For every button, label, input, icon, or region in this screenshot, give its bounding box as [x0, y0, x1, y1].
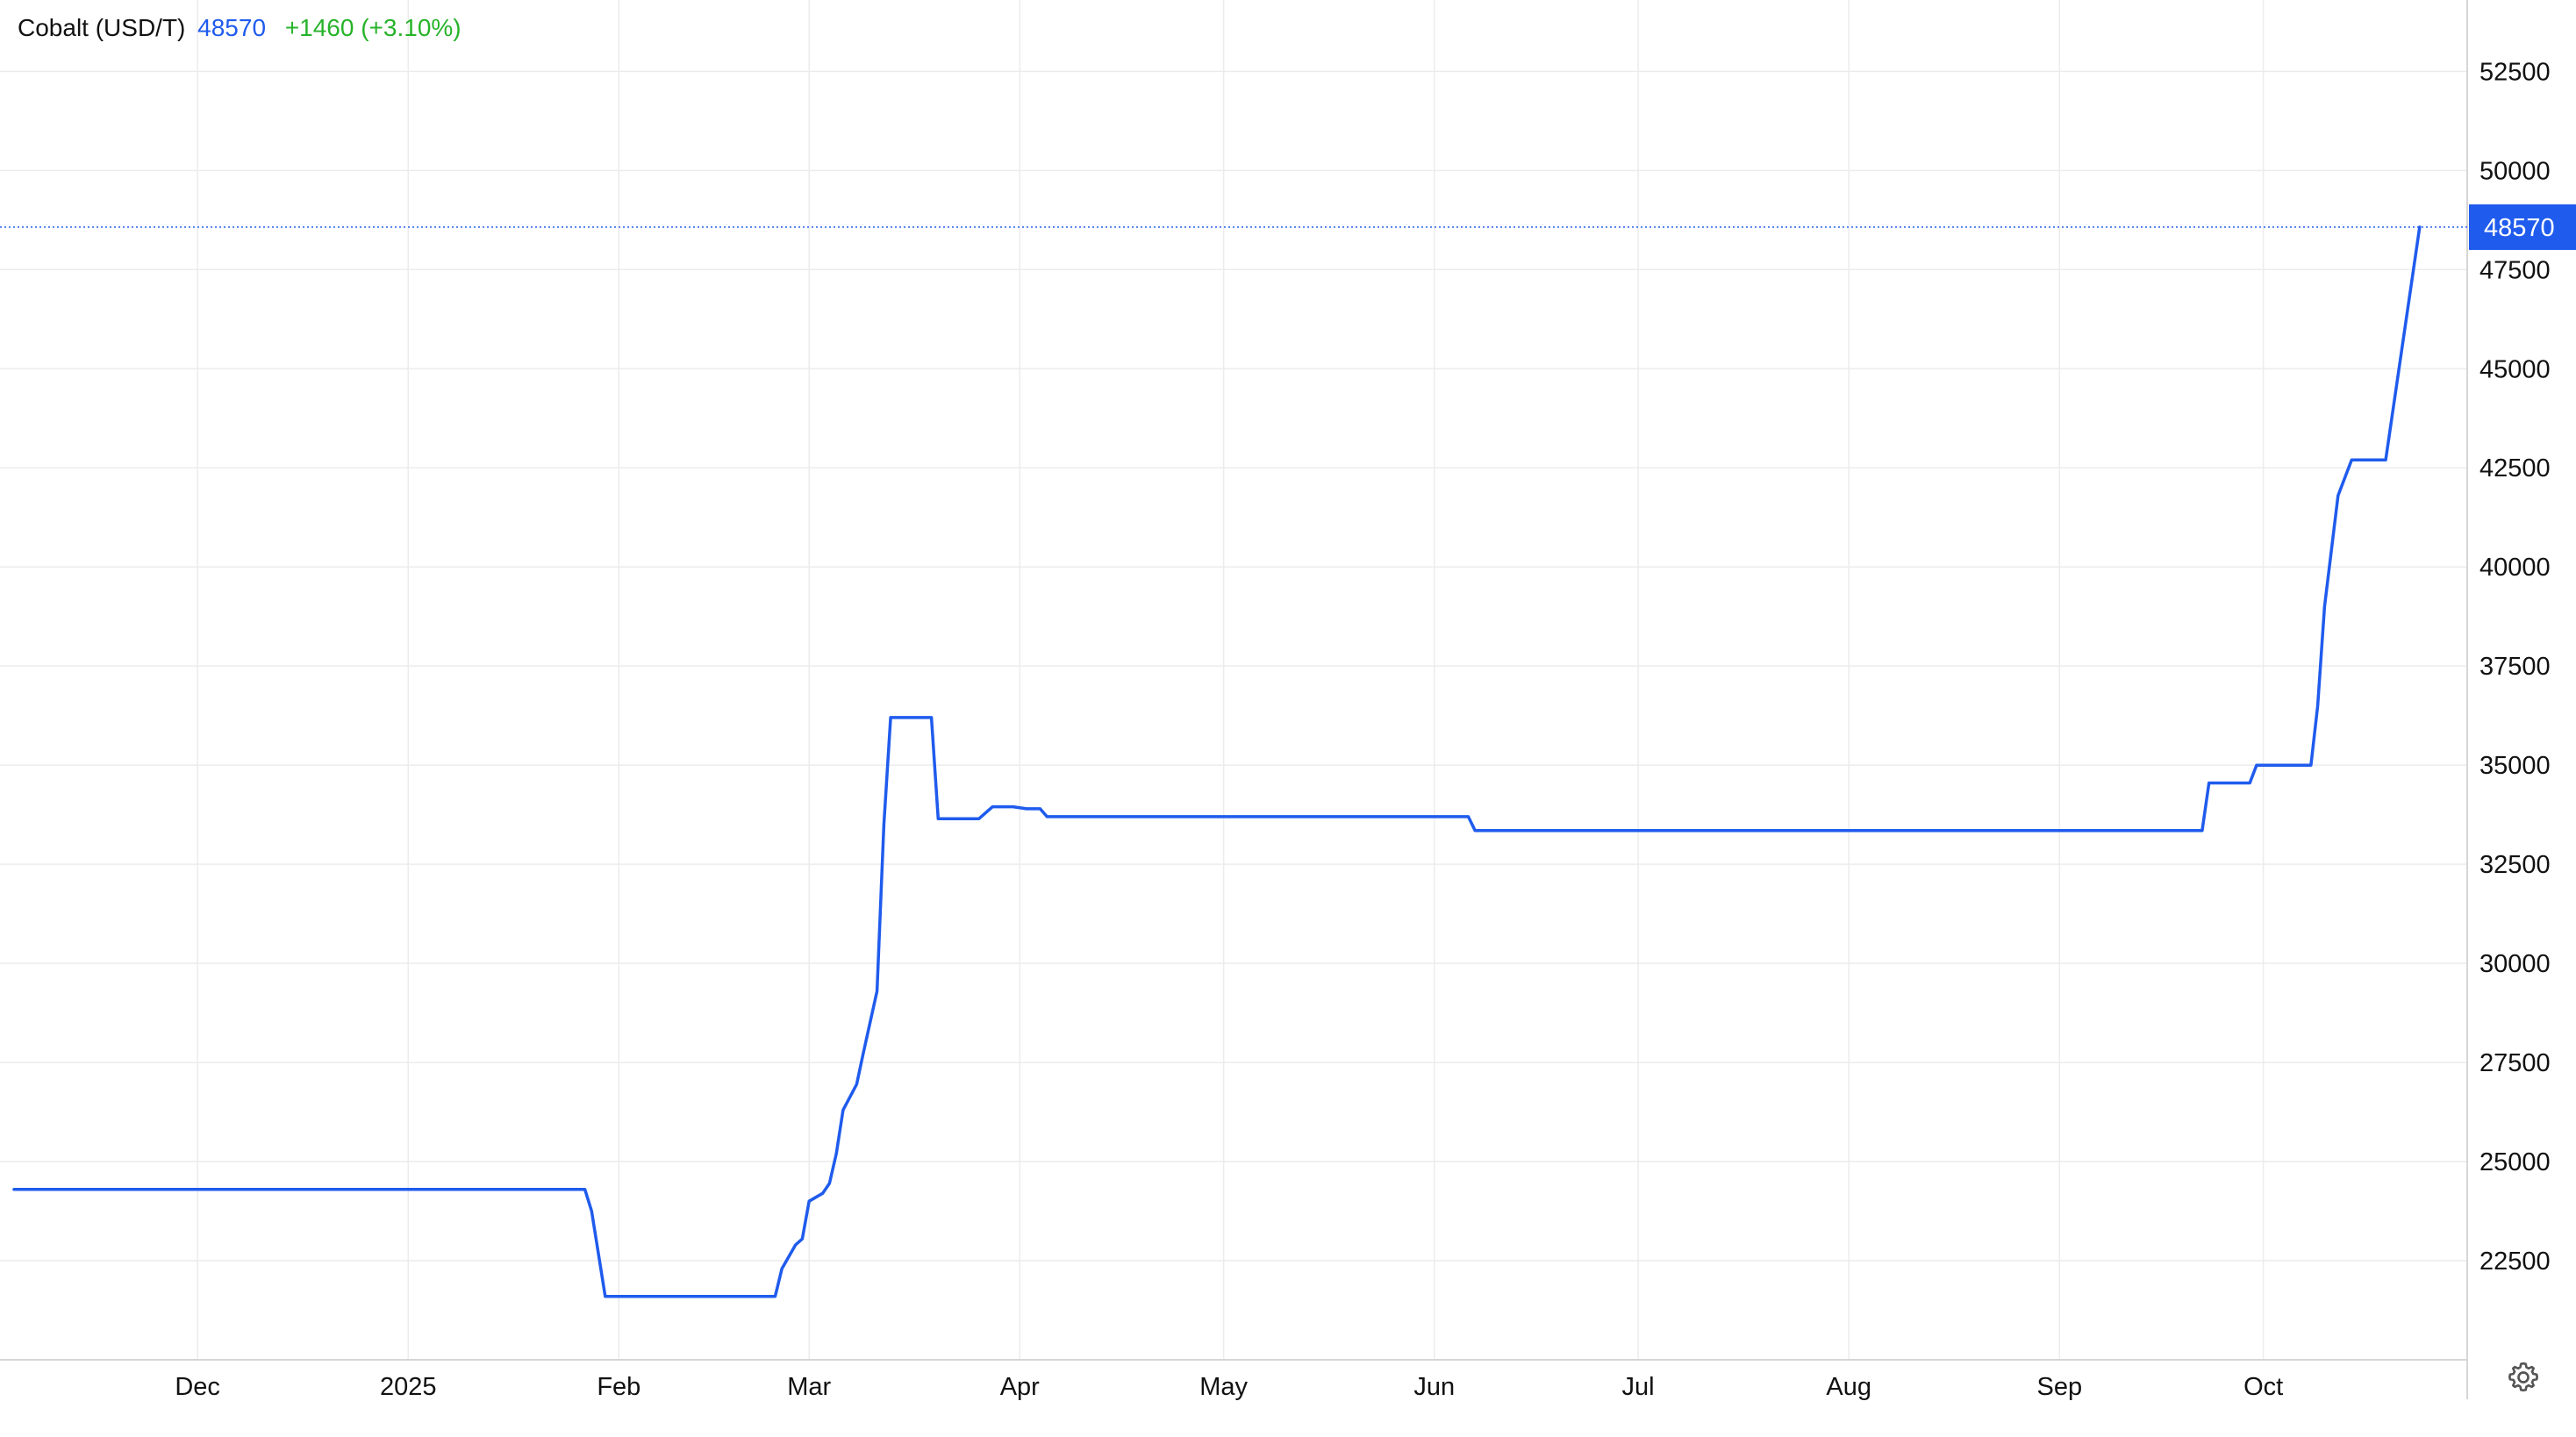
x-tick-label: Jul: [1622, 1373, 1655, 1401]
x-tick-label: Dec: [175, 1373, 220, 1401]
series-line-cobalt: [12, 225, 2422, 1298]
chart-legend: Cobalt (USD/T) 48570 +1460 (+3.10%): [18, 11, 462, 46]
y-tick-label: 25000: [2479, 1148, 2551, 1176]
x-tick-label: Oct: [2243, 1373, 2283, 1401]
y-tick-label: 40000: [2479, 554, 2551, 582]
legend-price-change: +1460 (+3.10%): [284, 14, 462, 41]
x-tick-label: Jun: [1413, 1373, 1455, 1401]
x-tick-label: Feb: [597, 1373, 640, 1401]
last-price-label: 48570: [2484, 214, 2555, 242]
y-tick-label: 32500: [2479, 851, 2551, 879]
y-tick-label: 52500: [2479, 58, 2551, 86]
legend-last-price: 48570: [197, 14, 267, 41]
grid-lines: [0, 0, 2467, 1360]
y-tick-label: 27500: [2479, 1049, 2551, 1077]
y-tick-label: 22500: [2479, 1248, 2551, 1276]
chart-settings-button[interactable]: [2506, 1360, 2541, 1395]
legend-instrument-name: Cobalt (USD/T): [18, 14, 186, 41]
y-tick-label: 45000: [2479, 355, 2551, 383]
y-tick-label: 35000: [2479, 752, 2551, 780]
series-layer: [12, 225, 2422, 1298]
last-price-badge: [2469, 204, 2576, 250]
y-tick-label: 47500: [2479, 256, 2551, 284]
y-tick-label: 42500: [2479, 454, 2551, 483]
gear-icon: [2508, 1362, 2538, 1392]
y-tick-label: 50000: [2479, 157, 2551, 185]
x-tick-label: Mar: [787, 1373, 831, 1401]
x-tick-label: Aug: [1826, 1373, 1871, 1401]
last-price-tag: 48570: [0, 204, 2576, 250]
x-tick-label: 2025: [380, 1373, 437, 1401]
axis-labels: 22500 25000 27500 30000 32500 35000 37500 40000…: [175, 58, 2550, 1401]
x-tick-label: Apr: [1000, 1373, 1040, 1401]
x-tick-label: Sep: [2036, 1373, 2082, 1401]
y-tick-label: 30000: [2479, 950, 2551, 978]
y-tick-label: 37500: [2479, 653, 2551, 681]
axes: [0, 0, 2468, 1399]
x-tick-label: May: [1199, 1373, 1248, 1401]
